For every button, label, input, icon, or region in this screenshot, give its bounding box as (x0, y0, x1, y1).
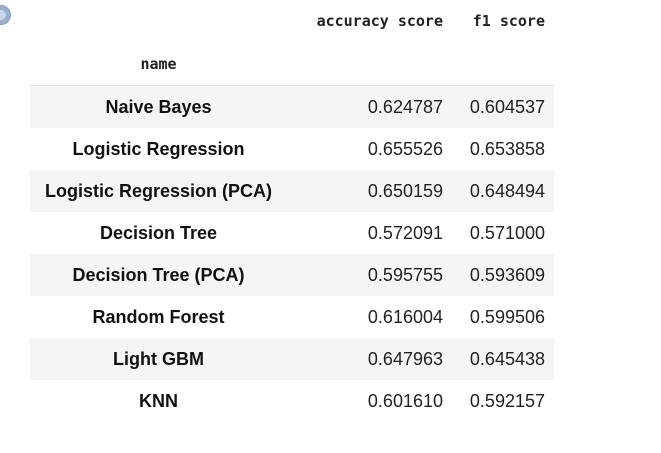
table-row: Decision Tree (PCA) 0.595755 0.593609 (30, 254, 554, 296)
row-name-cell: Light GBM (113, 348, 204, 369)
accuracy-score-cell: 0.572091 (367, 222, 443, 243)
accuracy-score-cell: 0.616004 (367, 306, 443, 327)
table-row: KNN 0.601610 0.592157 (30, 380, 554, 422)
column-header-row: accuracy score f1 score (30, 0, 554, 43)
dataframe-table: accuracy score f1 score name Naive Bayes… (30, 0, 554, 422)
table-row: Naive Bayes 0.624787 0.604537 (30, 86, 554, 128)
row-name-cell: Logistic Regression (PCA) (44, 180, 273, 201)
accuracy-score-cell: 0.624787 (367, 96, 443, 117)
row-name-cell: Decision Tree (99, 222, 218, 243)
column-header-accuracy: accuracy score (316, 12, 443, 30)
table-body: Naive Bayes 0.624787 0.604537 Logistic Regr… (30, 86, 554, 422)
accuracy-score-cell: 0.601610 (367, 390, 443, 411)
accuracy-score-cell: 0.655526 (367, 138, 443, 159)
index-name-header: name (140, 55, 177, 73)
column-header-f1: f1 score (472, 12, 545, 30)
f1-score-cell: 0.604537 (469, 96, 545, 117)
index-header-row: name (30, 43, 554, 85)
f1-score-cell: 0.653858 (469, 138, 545, 159)
cell-toggle-button[interactable] (0, 5, 11, 25)
row-name-cell: Random Forest (92, 306, 225, 327)
accuracy-score-cell: 0.595755 (367, 264, 443, 285)
table-row: Random Forest 0.616004 0.599506 (30, 296, 554, 338)
table-row: Light GBM 0.647963 0.645438 (30, 338, 554, 380)
header-divider (30, 85, 554, 86)
f1-score-cell: 0.592157 (469, 390, 545, 411)
f1-score-cell: 0.599506 (469, 306, 545, 327)
table-row: Logistic Regression 0.655526 0.653858 (30, 128, 554, 170)
f1-score-cell: 0.645438 (469, 348, 545, 369)
row-name-cell: KNN (139, 390, 178, 411)
circle-icon (0, 10, 6, 20)
f1-score-cell: 0.648494 (469, 180, 545, 201)
row-name-cell: Naive Bayes (105, 96, 212, 117)
row-name-cell: Logistic Regression (72, 138, 245, 159)
accuracy-score-cell: 0.650159 (367, 180, 443, 201)
row-name-cell: Decision Tree (PCA) (72, 264, 245, 285)
f1-score-cell: 0.571000 (469, 222, 545, 243)
accuracy-score-cell: 0.647963 (367, 348, 443, 369)
table-row: Logistic Regression (PCA) 0.650159 0.64849… (30, 170, 554, 212)
f1-score-cell: 0.593609 (469, 264, 545, 285)
table-row: Decision Tree 0.572091 0.571000 (30, 212, 554, 254)
